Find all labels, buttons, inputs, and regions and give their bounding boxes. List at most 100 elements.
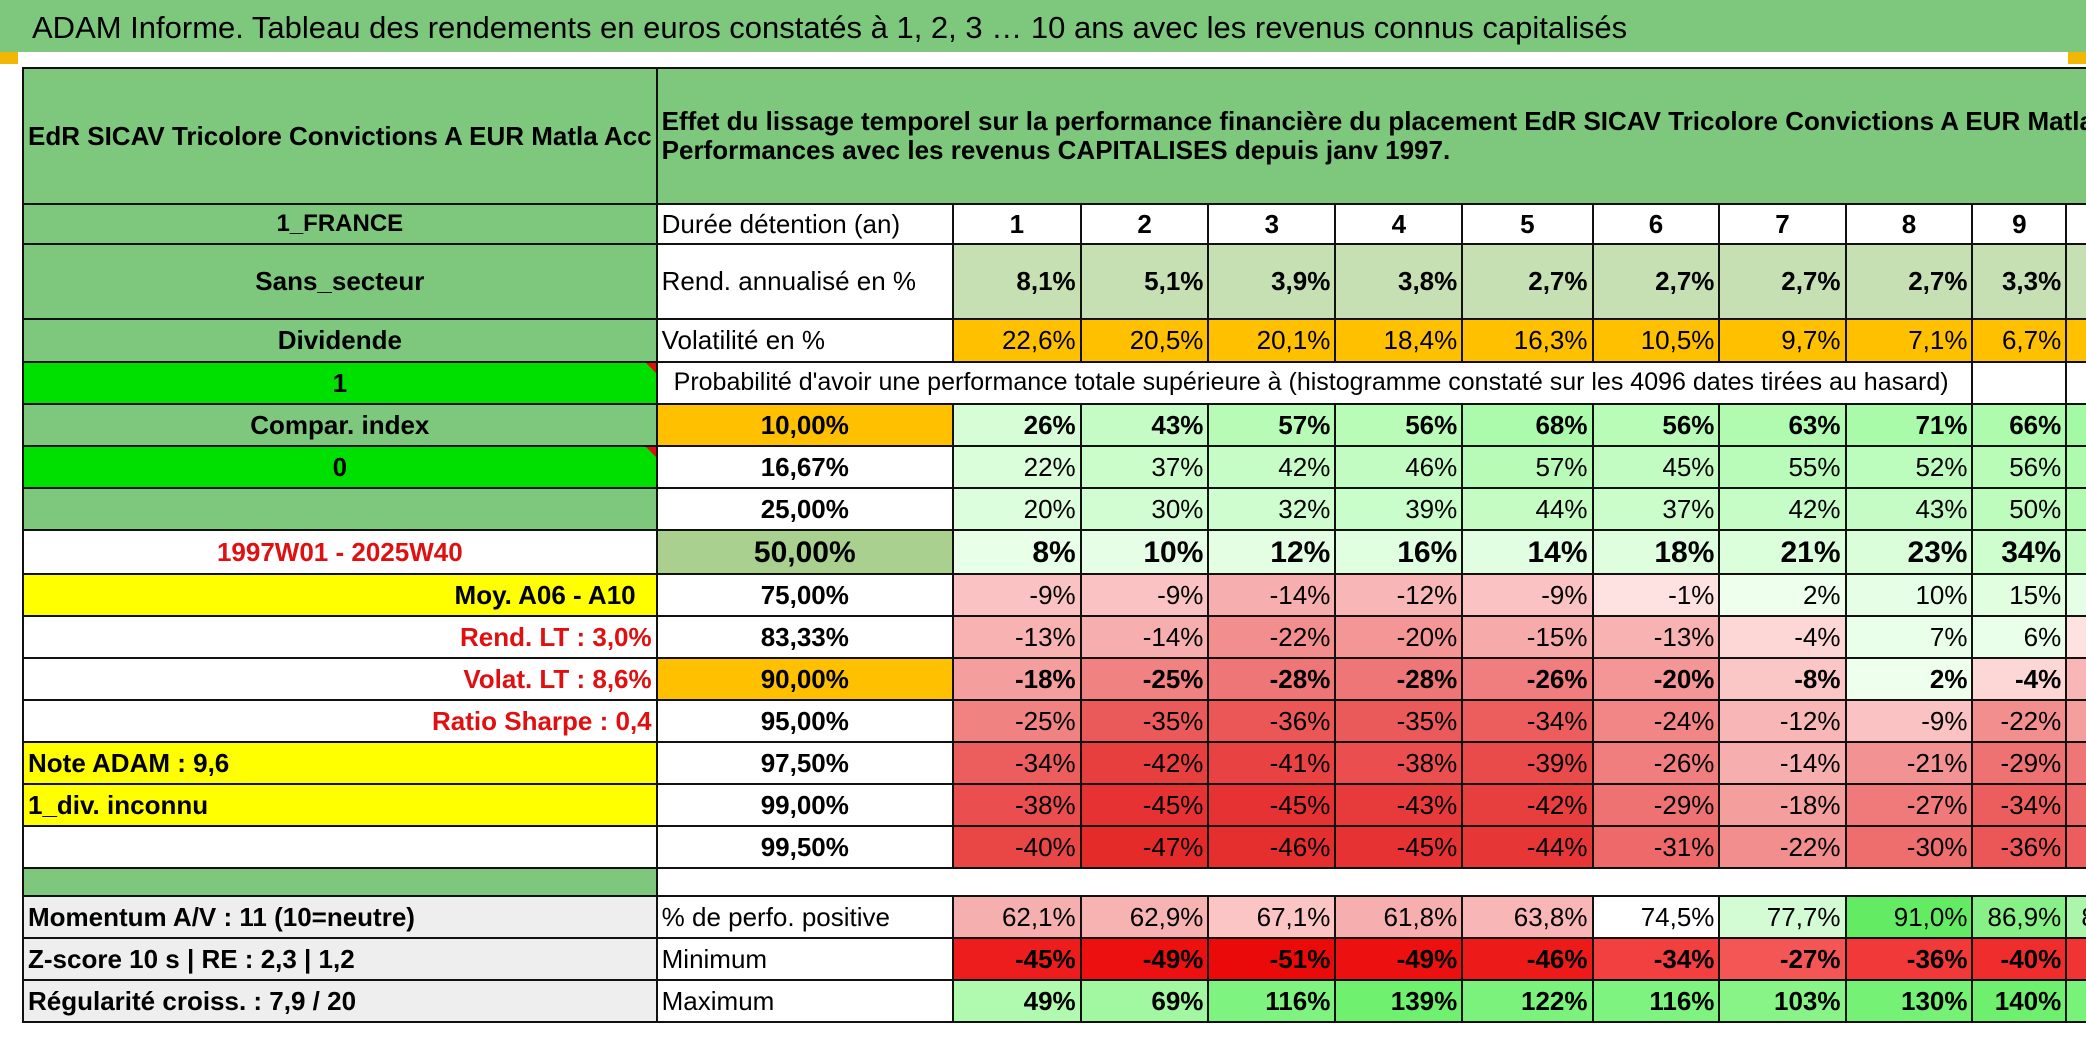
value-cell: 62,9%: [1079, 895, 1210, 939]
value-cell: -41%: [1207, 741, 1337, 785]
empty-cell: [2065, 361, 2086, 405]
value-cell: -34%: [951, 741, 1082, 785]
value-cell: 77,7%: [1718, 895, 1847, 939]
value-cell: -24%: [1591, 699, 1721, 743]
volat-lt-label: Volat. LT : 8,6%: [22, 657, 658, 701]
value-cell: -42%: [1461, 783, 1594, 827]
quantile-label: 25,00%: [655, 487, 954, 531]
value-cell: 67,1%: [1207, 895, 1337, 939]
value-cell: 9,7%: [1718, 318, 1847, 363]
quantile-label: 95,00%: [655, 699, 954, 743]
value-cell: 52%: [1844, 445, 1974, 489]
empty-cell: [657, 868, 2086, 896]
quantile-label: 50,00%: [655, 529, 954, 575]
stat-label: % de perfo. positive: [655, 895, 954, 939]
value-cell: 26%: [951, 403, 1082, 447]
value-cell: -40%: [1971, 937, 2068, 981]
value-cell: -14%: [1207, 573, 1337, 617]
quantile-label: 97,50%: [655, 741, 954, 785]
stat-side-label: Régularité croiss. : 7,9 / 20: [22, 979, 658, 1023]
value-cell: 16%: [1334, 529, 1464, 575]
compar-label: Compar. index: [22, 403, 658, 447]
value-cell: 61,8%: [1334, 895, 1464, 939]
value-cell: 56%: [1591, 403, 1721, 447]
value-cell: -26%: [1591, 741, 1721, 785]
value-cell: -29%: [1591, 783, 1721, 827]
value-cell: -51%: [1207, 937, 1337, 981]
value-cell: 39%: [1334, 487, 1464, 531]
value-cell: -18%: [1718, 783, 1847, 827]
year-header: 5: [1461, 203, 1594, 245]
value-cell: -1%: [2065, 615, 2086, 659]
value-cell: -12%: [1334, 573, 1464, 617]
value-cell: 139%: [1334, 979, 1464, 1023]
value-cell: -28%: [1334, 657, 1464, 701]
value-cell: -20%: [1334, 615, 1464, 659]
empty-cell: [1971, 361, 2068, 405]
value-cell: 63%: [1718, 403, 1847, 447]
value-cell: -49%: [1079, 937, 1210, 981]
quantile-label: 10,00%: [655, 403, 954, 447]
value-cell: -9%: [1079, 573, 1210, 617]
value-cell: 10%: [1844, 573, 1974, 617]
value-cell: 62,1%: [951, 895, 1082, 939]
value-cell: 20,5%: [1079, 318, 1210, 363]
value-cell: -9%: [951, 573, 1082, 617]
value-cell: 30%: [1079, 487, 1210, 531]
flag-1: 1: [22, 361, 658, 405]
value-cell: 56%: [1334, 403, 1464, 447]
value-cell: 86,9%: [1971, 895, 2068, 939]
value-cell: 116%: [1207, 979, 1337, 1023]
quantile-label: 99,00%: [655, 783, 954, 827]
value-cell: -36%: [1844, 937, 1974, 981]
value-cell: -36%: [1971, 825, 2068, 869]
value-cell: -38%: [2065, 937, 2086, 981]
value-cell: 68%: [1461, 403, 1594, 447]
value-cell: -34%: [2065, 825, 2086, 869]
value-cell: 130%: [1844, 979, 1974, 1023]
value-cell: -9%: [1844, 699, 1974, 743]
value-cell: 63,8%: [1461, 895, 1594, 939]
value-cell: 21%: [1718, 529, 1847, 575]
value-cell: 45%: [2065, 529, 2086, 575]
corner-marker: [2068, 52, 2086, 64]
value-cell: 34%: [1971, 529, 2068, 575]
value-cell: 61%: [2065, 487, 2086, 531]
value-cell: 5,1%: [1079, 243, 1210, 320]
value-cell: 32%: [1207, 487, 1337, 531]
empty-cell: [22, 487, 658, 531]
value-cell: 126%: [2065, 979, 2086, 1023]
value-cell: -4%: [1971, 657, 2068, 701]
value-cell: -45%: [1207, 783, 1337, 827]
value-cell: 22,6%: [951, 318, 1082, 363]
value-cell: 10%: [1079, 529, 1210, 575]
value-cell: -22%: [1718, 825, 1847, 869]
stat-label: Maximum: [655, 979, 954, 1023]
value-cell: 2,7%: [1844, 243, 1974, 320]
page-title: ADAM Informe. Tableau des rendements en …: [0, 0, 2086, 52]
quantile-label: 83,33%: [655, 615, 954, 659]
value-cell: -38%: [1334, 741, 1464, 785]
value-cell: 8,1%: [951, 243, 1082, 320]
value-cell: 45%: [1591, 445, 1721, 489]
value-cell: 69%: [1079, 979, 1210, 1023]
value-cell: -31%: [1591, 825, 1721, 869]
sharpe-label: Ratio Sharpe : 0,4: [22, 699, 658, 743]
value-cell: 43%: [1079, 403, 1210, 447]
value-cell: 18,4%: [1334, 318, 1464, 363]
quantile-label: 99,50%: [655, 825, 954, 869]
value-cell: -25%: [951, 699, 1082, 743]
value-cell: 11%: [2065, 573, 2086, 617]
value-cell: -22%: [1971, 699, 2068, 743]
value-cell: 71%: [1844, 403, 1974, 447]
value-cell: -22%: [1207, 615, 1337, 659]
value-cell: -36%: [1207, 699, 1337, 743]
value-cell: -27%: [1718, 937, 1847, 981]
value-cell: -44%: [1461, 825, 1594, 869]
country-label: 1_FRANCE: [22, 203, 658, 245]
value-cell: -13%: [951, 615, 1082, 659]
empty-cell: [22, 825, 658, 869]
value-cell: 37%: [1079, 445, 1210, 489]
header-line-1: Effet du lissage temporel sur la perform…: [661, 106, 2086, 137]
value-cell: -34%: [1971, 783, 2068, 827]
